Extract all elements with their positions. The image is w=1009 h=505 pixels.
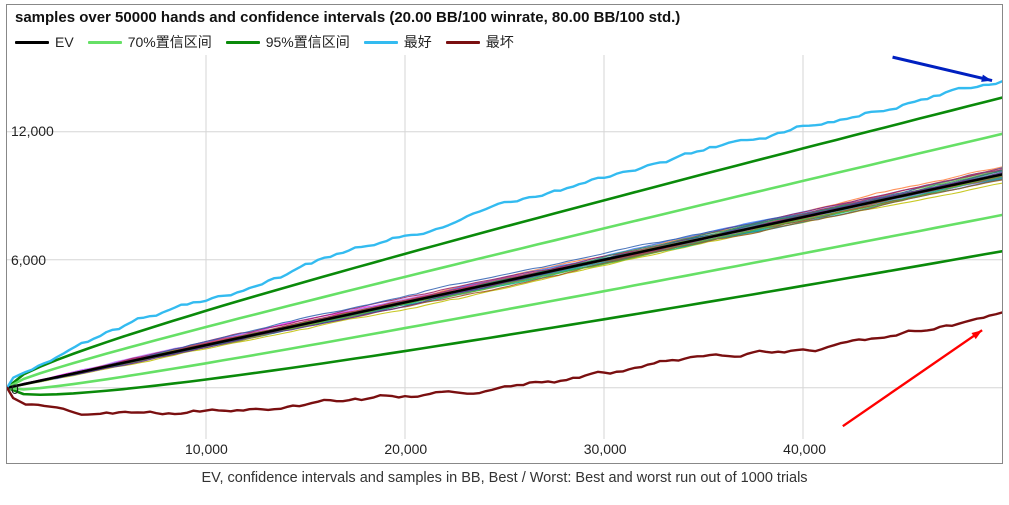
legend-item: EV	[15, 34, 74, 50]
legend-item: 最好	[364, 32, 432, 52]
x-tick-label: 30,000	[584, 441, 627, 457]
legend-swatch	[226, 41, 260, 44]
legend-item: 最坏	[446, 32, 514, 52]
legend-item: 70%置信区间	[88, 32, 212, 52]
chart-caption: EV, confidence intervals and samples in …	[6, 470, 1003, 486]
legend-item: 95%置信区间	[226, 32, 350, 52]
plot-area	[7, 55, 1002, 439]
legend-swatch	[446, 41, 480, 44]
legend-swatch	[364, 41, 398, 44]
x-tick-label: 20,000	[384, 441, 427, 457]
legend-swatch	[88, 41, 122, 44]
chart-container: samples over 50000 hands and confidence …	[0, 0, 1009, 505]
legend-swatch	[15, 41, 49, 44]
chart-title: samples over 50000 hands and confidence …	[15, 9, 680, 26]
legend-label: 70%置信区间	[128, 32, 212, 52]
chart-svg	[7, 55, 1002, 439]
legend-label: 最好	[404, 32, 432, 52]
legend-label: 最坏	[486, 32, 514, 52]
legend-label: EV	[55, 34, 74, 50]
x-ticks: 10,000 20,000 30,000 40,000	[7, 441, 1002, 461]
legend: EV 70%置信区间 95%置信区间 最好 最坏	[15, 31, 514, 53]
chart-frame: samples over 50000 hands and confidence …	[6, 4, 1003, 464]
x-tick-label: 10,000	[185, 441, 228, 457]
x-tick-label: 40,000	[783, 441, 826, 457]
legend-label: 95%置信区间	[266, 32, 350, 52]
